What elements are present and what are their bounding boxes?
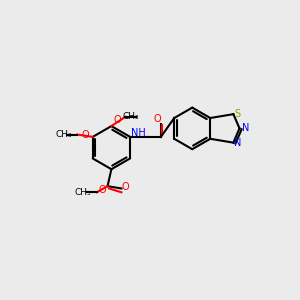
Text: N: N <box>233 138 241 148</box>
Text: S: S <box>234 109 240 119</box>
Text: O: O <box>98 185 106 195</box>
Text: O: O <box>81 130 89 140</box>
Text: O: O <box>114 115 122 125</box>
Text: CH₃: CH₃ <box>122 112 139 121</box>
Text: CH₃: CH₃ <box>55 130 72 139</box>
Text: CH₃: CH₃ <box>75 188 92 197</box>
Text: NH: NH <box>131 128 146 138</box>
Text: O: O <box>154 114 162 124</box>
Text: N: N <box>242 123 249 134</box>
Text: O: O <box>122 182 129 192</box>
